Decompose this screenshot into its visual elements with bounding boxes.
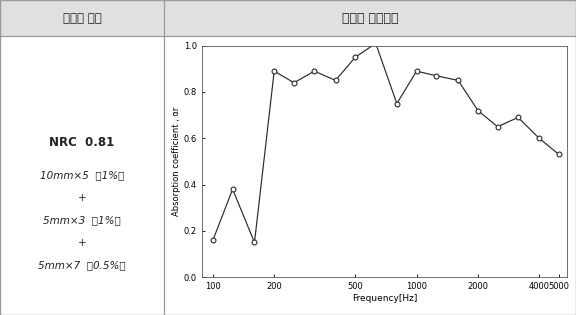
Text: +: + [78,193,86,203]
Text: 10mm×5  （1%）: 10mm×5 （1%） [40,171,124,180]
Text: 난입사 흥음계수: 난입사 흥음계수 [342,12,399,25]
Text: 시험편 구성: 시험편 구성 [63,12,101,25]
Text: 5mm×3  （1%）: 5mm×3 （1%） [43,215,121,225]
X-axis label: Frequency[Hz]: Frequency[Hz] [352,294,417,303]
Y-axis label: Absorption coefficient , αr: Absorption coefficient , αr [172,107,181,216]
Text: NRC  0.81: NRC 0.81 [50,136,115,149]
Text: +: + [78,238,86,248]
Text: 5mm×7  （0.5%）: 5mm×7 （0.5%） [38,260,126,270]
